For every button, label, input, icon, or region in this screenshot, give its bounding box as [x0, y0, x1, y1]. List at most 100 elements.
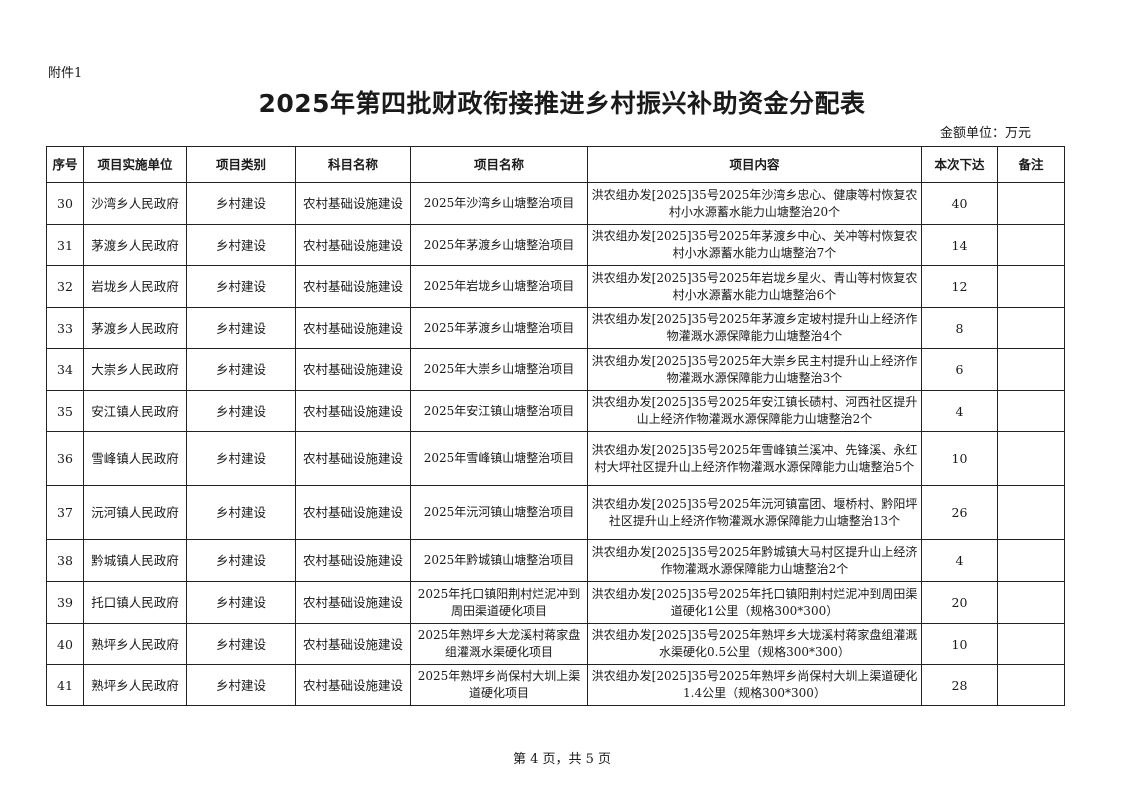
table-row: 34 大崇乡人民政府 乡村建设 农村基础设施建设 2025年大崇乡山塘整治项目 洪农组办发… [46, 348, 1065, 391]
project-content: 洪农组办发[2025]35号2025年雪峰镇兰溪冲、先锋溪、永红村大坪社区提升山… [587, 431, 922, 486]
remark [997, 581, 1065, 624]
project-category: 乡村建设 [186, 182, 296, 225]
allocation-table: 序号 项目实施单位 项目类别 科目名称 项目名称 项目内容 本次下达 备注 30… [46, 146, 1065, 706]
row-number: 36 [46, 431, 84, 486]
table-row: 33 茅渡乡人民政府 乡村建设 农村基础设施建设 2025年茅渡乡山塘整治项目 洪农组办发… [46, 307, 1065, 349]
project-content: 洪农组办发[2025]35号2025年沙湾乡忠心、健康等村恢复农村小水源蓄水能力… [587, 182, 922, 225]
project-category: 乡村建设 [186, 265, 296, 308]
subject-name: 农村基础设施建设 [295, 664, 411, 706]
project-content: 洪农组办发[2025]35号2025年大崇乡民主村提升山上经济作物灌溉水源保障能… [587, 348, 922, 391]
row-number: 40 [46, 623, 84, 665]
row-number: 32 [46, 265, 84, 308]
implementing-unit: 熟坪乡人民政府 [83, 664, 187, 706]
table-row: 41 熟坪乡人民政府 乡村建设 农村基础设施建设 2025年熟坪乡尚保村大圳上渠道硬化项… [46, 664, 1065, 706]
subject-name: 农村基础设施建设 [295, 539, 411, 582]
row-number: 30 [46, 182, 84, 225]
implementing-unit: 安江镇人民政府 [83, 390, 187, 432]
col-header: 科目名称 [295, 146, 411, 183]
table-header-row: 序号 项目实施单位 项目类别 科目名称 项目名称 项目内容 本次下达 备注 [46, 146, 1065, 183]
subject-name: 农村基础设施建设 [295, 182, 411, 225]
row-number: 39 [46, 581, 84, 624]
project-name: 2025年茅渡乡山塘整治项目 [410, 307, 588, 349]
table-row: 39 托口镇人民政府 乡村建设 农村基础设施建设 2025年托口镇阳荆村烂泥冲到周田渠道… [46, 581, 1065, 624]
project-category: 乡村建设 [186, 348, 296, 391]
project-content: 洪农组办发[2025]35号2025年茅渡乡中心、关冲等村恢复农村小水源蓄水能力… [587, 224, 922, 266]
project-content: 洪农组办发[2025]35号2025年托口镇阳荆村烂泥冲到周田渠道硬化1公里（规… [587, 581, 922, 624]
project-name: 2025年沅河镇山塘整治项目 [410, 485, 588, 540]
amount: 20 [921, 581, 998, 624]
project-content: 洪农组办发[2025]35号2025年安江镇长碛村、河西社区提升山上经济作物灌溉… [587, 390, 922, 432]
amount: 4 [921, 539, 998, 582]
project-category: 乡村建设 [186, 581, 296, 624]
implementing-unit: 岩垅乡人民政府 [83, 265, 187, 308]
row-number: 31 [46, 224, 84, 266]
project-name: 2025年托口镇阳荆村烂泥冲到周田渠道硬化项目 [410, 581, 588, 624]
project-name: 2025年安江镇山塘整治项目 [410, 390, 588, 432]
project-content: 洪农组办发[2025]35号2025年黔城镇大马村区提升山上经济作物灌溉水源保障… [587, 539, 922, 582]
col-header: 序号 [46, 146, 84, 183]
subject-name: 农村基础设施建设 [295, 581, 411, 624]
project-name: 2025年雪峰镇山塘整治项目 [410, 431, 588, 486]
subject-name: 农村基础设施建设 [295, 485, 411, 540]
implementing-unit: 熟坪乡人民政府 [83, 623, 187, 665]
amount: 14 [921, 224, 998, 266]
project-category: 乡村建设 [186, 431, 296, 486]
col-header: 项目名称 [410, 146, 588, 183]
amount: 8 [921, 307, 998, 349]
implementing-unit: 大崇乡人民政府 [83, 348, 187, 391]
implementing-unit: 雪峰镇人民政府 [83, 431, 187, 486]
project-name: 2025年沙湾乡山塘整治项目 [410, 182, 588, 225]
project-category: 乡村建设 [186, 390, 296, 432]
project-name: 2025年大崇乡山塘整治项目 [410, 348, 588, 391]
amount: 6 [921, 348, 998, 391]
amount: 10 [921, 623, 998, 665]
table-row: 32 岩垅乡人民政府 乡村建设 农村基础设施建设 2025年岩垅乡山塘整治项目 洪农组办发… [46, 265, 1065, 308]
table-row: 37 沅河镇人民政府 乡村建设 农村基础设施建设 2025年沅河镇山塘整治项目 洪农组办发… [46, 485, 1065, 540]
table-row: 38 黔城镇人民政府 乡村建设 农村基础设施建设 2025年黔城镇山塘整治项目 洪农组办发… [46, 539, 1065, 582]
remark [997, 485, 1065, 540]
subject-name: 农村基础设施建设 [295, 431, 411, 486]
amount: 40 [921, 182, 998, 225]
remark [997, 182, 1065, 225]
remark [997, 265, 1065, 308]
remark [997, 348, 1065, 391]
amount: 26 [921, 485, 998, 540]
col-header: 项目内容 [587, 146, 922, 183]
remark [997, 390, 1065, 432]
row-number: 35 [46, 390, 84, 432]
project-category: 乡村建设 [186, 224, 296, 266]
implementing-unit: 托口镇人民政府 [83, 581, 187, 624]
amount-unit: 金额单位：万元 [940, 126, 1032, 141]
page-title: 2025年第四批财政衔接推进乡村振兴补助资金分配表 [258, 89, 866, 118]
remark [997, 307, 1065, 349]
row-number: 41 [46, 664, 84, 706]
implementing-unit: 沙湾乡人民政府 [83, 182, 187, 225]
project-content: 洪农组办发[2025]35号2025年沅河镇富团、堰桥村、黔阳坪社区提升山上经济… [587, 485, 922, 540]
subject-name: 农村基础设施建设 [295, 224, 411, 266]
row-number: 34 [46, 348, 84, 391]
project-category: 乡村建设 [186, 307, 296, 349]
amount: 12 [921, 265, 998, 308]
col-header: 项目类别 [186, 146, 296, 183]
implementing-unit: 茅渡乡人民政府 [83, 307, 187, 349]
remark [997, 224, 1065, 266]
row-number: 33 [46, 307, 84, 349]
remark [997, 431, 1065, 486]
project-category: 乡村建设 [186, 539, 296, 582]
project-name: 2025年熟坪乡大龙溪村蒋家盘组灌溉水渠硬化项目 [410, 623, 588, 665]
page-footer: 第 4 页，共 5 页 [512, 752, 612, 767]
project-category: 乡村建设 [186, 664, 296, 706]
table-row: 36 雪峰镇人民政府 乡村建设 农村基础设施建设 2025年雪峰镇山塘整治项目 洪农组办发… [46, 431, 1065, 486]
amount: 10 [921, 431, 998, 486]
subject-name: 农村基础设施建设 [295, 390, 411, 432]
subject-name: 农村基础设施建设 [295, 265, 411, 308]
remark [997, 539, 1065, 582]
annex-label: 附件1 [48, 66, 83, 81]
remark [997, 623, 1065, 665]
remark [997, 664, 1065, 706]
project-name: 2025年熟坪乡尚保村大圳上渠道硬化项目 [410, 664, 588, 706]
subject-name: 农村基础设施建设 [295, 348, 411, 391]
table-row: 35 安江镇人民政府 乡村建设 农村基础设施建设 2025年安江镇山塘整治项目 洪农组办发… [46, 390, 1065, 432]
implementing-unit: 黔城镇人民政府 [83, 539, 187, 582]
amount: 28 [921, 664, 998, 706]
